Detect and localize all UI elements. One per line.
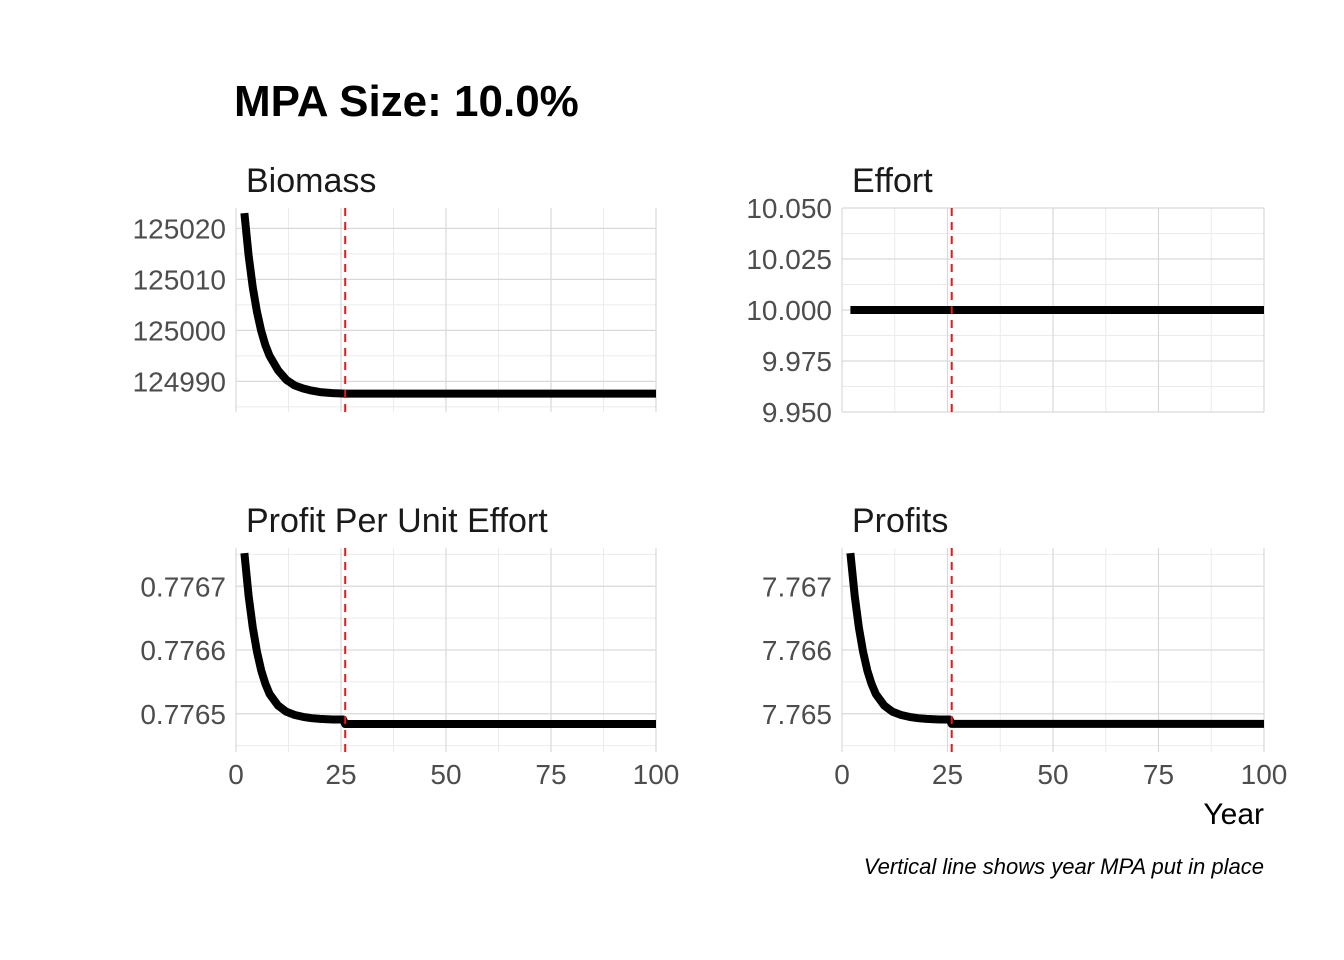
y-tick-label: 7.766 [762,635,832,666]
y-tick-label: 10.000 [746,295,832,326]
x-tick-label: 0 [228,759,244,790]
y-tick-label: 9.950 [762,397,832,428]
y-tick-label: 124990 [133,366,226,397]
figure-title: MPA Size: 10.0% [234,77,579,126]
panel-title-biomass: Biomass [246,162,376,200]
x-axis-title: Year [1203,798,1264,831]
panel-effort: Effort 9.950 9.975 10.000 10.025 10.050 [746,162,1264,428]
panel-biomass: Biomass 124990 125000 125010 125020 [133,162,656,412]
x-tick-label: 25 [932,759,963,790]
x-tick-label: 25 [325,759,356,790]
panel-profit-per-unit-effort: Profit Per Unit Effort 0.7765 0.7766 0.7767… [140,502,679,790]
y-tick-label: 7.767 [762,571,832,602]
panel-title-profit-per-unit-effort: Profit Per Unit Effort [246,502,548,540]
x-tick-label: 0 [834,759,850,790]
panel-profits: Profits 7.765 7.766 7.767 0 25 50 75 100 [762,502,1287,790]
panels: Biomass 124990 125000 125010 125020 Effort 9.9… [133,162,1288,790]
x-tick-label: 50 [1037,759,1068,790]
y-tick-label: 125020 [133,213,226,244]
y-tick-label: 7.765 [762,699,832,730]
panel-title-profits: Profits [852,502,948,540]
y-tick-label: 10.025 [746,244,832,275]
x-tick-label: 100 [633,759,680,790]
series-line-biomass [244,213,656,394]
y-tick-label: 125010 [133,264,226,295]
y-tick-label: 9.975 [762,346,832,377]
caption: Vertical line shows year MPA put in plac… [864,854,1264,879]
series-line-profits [850,553,1264,724]
x-tick-label: 75 [1143,759,1174,790]
panel-title-effort: Effort [852,162,933,200]
y-tick-label: 10.050 [746,193,832,224]
y-tick-label: 0.7767 [140,571,226,602]
y-tick-label: 0.7765 [140,699,226,730]
x-tick-label: 75 [535,759,566,790]
y-tick-label: 125000 [133,315,226,346]
y-tick-label: 0.7766 [140,635,226,666]
x-tick-label: 100 [1241,759,1288,790]
series-line-profit-per-unit-effort [244,553,656,724]
x-tick-label: 50 [430,759,461,790]
